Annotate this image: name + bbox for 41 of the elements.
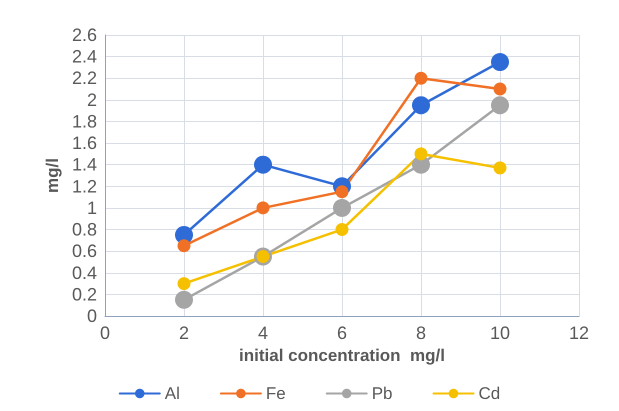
legend-label: Pb	[372, 384, 393, 403]
legend-label: Al	[164, 384, 180, 403]
y-tick-label: 0	[86, 306, 97, 326]
x-tick-label: 10	[490, 323, 510, 343]
y-tick-label: 0.6	[72, 241, 97, 262]
point	[254, 156, 272, 174]
x-tick-label: 8	[416, 323, 426, 343]
x-tick-label: 12	[568, 323, 590, 343]
x-tick-label: 2	[178, 323, 190, 343]
point	[491, 53, 509, 72]
y-tick-label: 2	[86, 90, 97, 110]
point	[414, 72, 428, 85]
y-tick-label: 1.2	[72, 176, 97, 196]
x-tick-label: 6	[336, 323, 348, 343]
y-tick-label: 0.2	[72, 284, 97, 304]
point	[178, 239, 190, 252]
x-tick-label: 0	[100, 323, 110, 343]
point	[494, 82, 506, 96]
y-axis-title: mg/l	[43, 158, 62, 193]
point	[256, 201, 270, 214]
x-axis-title: initial concentration mg/l	[239, 346, 445, 365]
y-tick-label: 1.6	[72, 133, 97, 154]
point	[412, 96, 430, 114]
y-tick-label: 1.8	[72, 111, 97, 132]
y-tick-label: 1.4	[72, 154, 97, 175]
point	[491, 96, 509, 114]
point	[175, 290, 193, 309]
y-tick-label: 0.4	[72, 262, 97, 283]
y-tick-label: 2.6	[72, 25, 97, 45]
legend-label: Cd	[478, 384, 500, 403]
point	[333, 198, 351, 217]
point	[178, 277, 190, 290]
y-tick-label: 2.4	[72, 46, 97, 67]
point	[414, 147, 428, 160]
y-tick-label: 0.8	[72, 220, 97, 240]
y-tick-label: 2.2	[72, 68, 97, 88]
point	[336, 223, 348, 236]
point	[494, 161, 506, 174]
y-tick-label: 1	[86, 198, 97, 218]
legend-label: Fe	[266, 384, 286, 403]
x-tick-label: 4	[258, 323, 268, 343]
